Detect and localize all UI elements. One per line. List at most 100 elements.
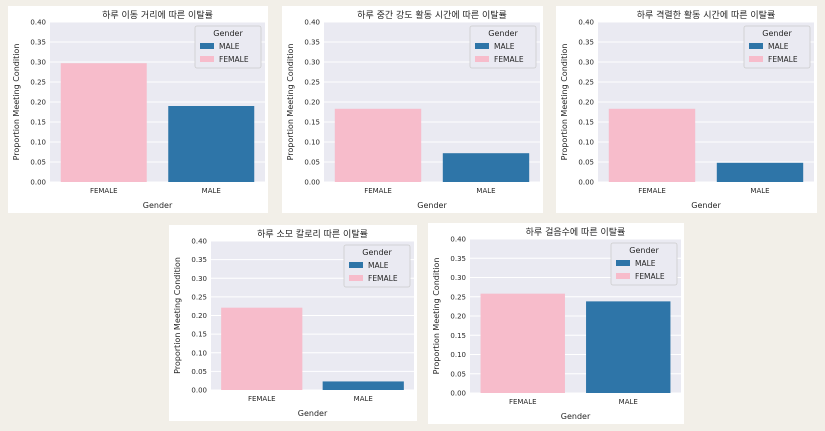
bar-male: [586, 301, 671, 393]
y-axis-label: Proportion Meeting Condition: [286, 44, 295, 161]
y-axis-label: Proportion Meeting Condition: [432, 258, 441, 375]
bar-male: [716, 162, 804, 182]
y-tick-label: 0.05: [304, 159, 320, 167]
y-tick-label: 0.15: [191, 331, 207, 339]
y-tick-label: 0.35: [304, 39, 320, 47]
y-tick-label: 0.00: [191, 387, 207, 395]
y-tick-label: 0.40: [304, 19, 320, 27]
y-tick-label: 0.25: [30, 79, 46, 87]
x-tick-label: MALE: [476, 187, 495, 195]
legend-label-female: FEMALE: [368, 274, 398, 283]
y-tick-label: 0.10: [191, 349, 207, 357]
y-tick-label: 0.00: [578, 179, 594, 187]
y-tick-label: 0.20: [191, 312, 207, 320]
x-tick-label: FEMALE: [364, 187, 392, 195]
x-tick-label: FEMALE: [509, 398, 537, 406]
y-tick-label: 0.10: [578, 139, 594, 147]
legend-label-male: MALE: [494, 42, 515, 51]
y-tick-label: 0.10: [304, 139, 320, 147]
y-tick-label: 0.30: [578, 59, 594, 67]
legend-swatch-female: [475, 56, 489, 62]
y-tick-label: 0.10: [450, 351, 466, 359]
legend-swatch-male: [200, 43, 214, 49]
y-tick-label: 0.35: [450, 255, 466, 263]
chart-panel-distance: 0.00 0.05 0.10 0.15 0.20 0.25 0.30 0.35 0.40 FEMA…: [8, 6, 268, 213]
chart-panel-vigorous-activity: 0.00 0.05 0.10 0.15 0.20 0.25 0.30 0.35 0.40 FEMA…: [556, 6, 817, 213]
x-tick-label: MALE: [354, 395, 373, 403]
y-tick-label: 0.30: [30, 59, 46, 67]
y-tick-label: 0.40: [30, 19, 46, 27]
legend-title: Gender: [762, 29, 792, 38]
x-tick-label: FEMALE: [248, 395, 276, 403]
bar-female: [60, 63, 147, 183]
y-tick-label: 0.10: [30, 139, 46, 147]
chart-panel-calories: 0.00 0.05 0.10 0.15 0.20 0.25 0.30 0.35 0.40 FEMA…: [169, 225, 417, 421]
y-axis-label: Proportion Meeting Condition: [560, 44, 569, 161]
y-tick-label: 0.05: [450, 370, 466, 378]
y-tick-label: 0.25: [578, 79, 594, 87]
bar-female: [221, 307, 303, 390]
y-tick-label: 0.25: [450, 293, 466, 301]
bar-female: [480, 293, 565, 393]
chart-panel-steps: 0.00 0.05 0.10 0.15 0.20 0.25 0.30 0.35 0.40 FEMA…: [428, 223, 684, 424]
chart-title: 하루 이동 거리에 따른 이탈률: [102, 10, 213, 21]
bar-male: [322, 381, 404, 390]
legend-title: Gender: [362, 248, 392, 257]
legend-label-male: MALE: [368, 261, 389, 270]
y-tick-label: 0.00: [450, 390, 466, 398]
y-tick-label: 0.40: [191, 238, 207, 246]
x-tick-label: FEMALE: [638, 187, 666, 195]
legend-label-male: MALE: [768, 42, 789, 51]
legend-title: Gender: [488, 29, 518, 38]
legend-title: Gender: [213, 29, 243, 38]
y-tick-label: 0.35: [191, 256, 207, 264]
chart-svg: 0.00 0.05 0.10 0.15 0.20 0.25 0.30 0.35 0.40 FEMA…: [12, 10, 265, 210]
y-tick-label: 0.30: [304, 59, 320, 67]
bar-male: [168, 106, 255, 182]
y-tick-label: 0.40: [450, 236, 466, 244]
legend-label-female: FEMALE: [494, 55, 524, 64]
y-axis-label: Proportion Meeting Condition: [173, 257, 182, 374]
bar-female: [608, 108, 696, 182]
y-tick-label: 0.35: [30, 39, 46, 47]
chart-title: 하루 중간 강도 활동 시간에 따른 이탈률: [357, 9, 507, 21]
legend-swatch-male: [349, 262, 363, 268]
y-tick-label: 0.05: [578, 159, 594, 167]
legend-swatch-male: [749, 43, 763, 49]
legend-label-male: MALE: [635, 259, 656, 268]
y-tick-label: 0.20: [30, 99, 46, 107]
x-tick-label: MALE: [619, 398, 638, 406]
y-tick-label: 0.05: [191, 368, 207, 376]
bar-male: [442, 153, 530, 182]
y-tick-label: 0.15: [578, 119, 594, 127]
x-tick-label: FEMALE: [90, 187, 118, 195]
bar-female: [334, 108, 422, 182]
chart-panel-moderate-activity: 0.00 0.05 0.10 0.15 0.20 0.25 0.30 0.35 0.40 FEMA…: [282, 6, 543, 213]
y-tick-label: 0.25: [191, 293, 207, 301]
chart-svg: 0.00 0.05 0.10 0.15 0.20 0.25 0.30 0.35 0.40 FEMA…: [560, 9, 814, 210]
legend-swatch-male: [475, 43, 489, 49]
chart-title: 하루 소모 칼로리 따른 이탈률: [257, 229, 368, 240]
legend-label-female: FEMALE: [635, 272, 665, 281]
legend-swatch-male: [616, 260, 630, 266]
y-tick-label: 0.20: [450, 313, 466, 321]
x-axis-label: Gender: [143, 201, 173, 210]
legend-label-male: MALE: [219, 42, 240, 51]
y-axis-label: Proportion Meeting Condition: [12, 44, 21, 161]
y-tick-label: 0.15: [30, 119, 46, 127]
y-tick-label: 0.00: [30, 179, 46, 187]
legend-swatch-female: [200, 56, 214, 62]
y-tick-label: 0.30: [450, 274, 466, 282]
chart-svg: 0.00 0.05 0.10 0.15 0.20 0.25 0.30 0.35 0.40 FEMA…: [173, 229, 414, 418]
legend-label-female: FEMALE: [219, 55, 249, 64]
x-axis-label: Gender: [298, 409, 328, 418]
legend-label-female: FEMALE: [768, 55, 798, 64]
chart-svg: 0.00 0.05 0.10 0.15 0.20 0.25 0.30 0.35 0.40 FEMA…: [286, 9, 540, 210]
y-tick-label: 0.20: [578, 99, 594, 107]
x-tick-label: MALE: [202, 187, 221, 195]
y-tick-label: 0.20: [304, 99, 320, 107]
x-tick-label: MALE: [750, 187, 769, 195]
legend-title: Gender: [629, 246, 659, 255]
y-tick-label: 0.25: [304, 79, 320, 87]
y-tick-label: 0.40: [578, 19, 594, 27]
